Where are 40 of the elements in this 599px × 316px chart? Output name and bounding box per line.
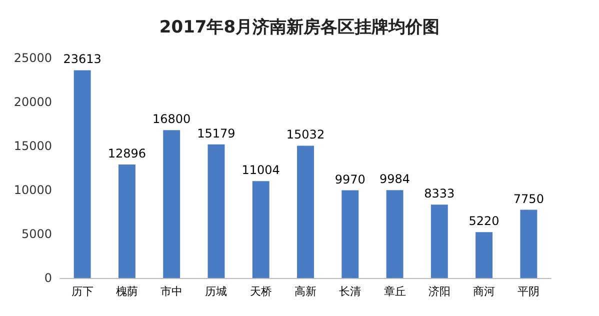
data-label: 9970	[334, 172, 366, 186]
bar	[74, 70, 91, 278]
x-tick-label: 长清	[339, 285, 362, 298]
data-label: 9984	[380, 172, 410, 186]
x-tick-label: 商河	[473, 285, 496, 298]
bar	[118, 164, 136, 278]
bar	[163, 130, 180, 278]
y-tick-label: 0	[44, 271, 52, 285]
bar	[208, 144, 225, 278]
y-tick-label: 10000	[14, 183, 52, 197]
bar	[297, 146, 314, 278]
chart-title: 2017年8月济南新房各区挂牌均价图	[159, 18, 440, 38]
y-tick-label: 20000	[14, 95, 52, 109]
data-label: 12896	[108, 146, 146, 161]
bar	[476, 232, 493, 278]
bar	[342, 190, 359, 278]
data-label: 15179	[197, 126, 236, 140]
y-tick-label: 15000	[14, 139, 52, 153]
bar	[386, 190, 404, 278]
data-label: 11004	[242, 163, 280, 178]
y-tick-label: 25000	[14, 51, 52, 65]
bar	[252, 181, 270, 278]
data-label: 7750	[513, 192, 544, 206]
data-label: 23613	[63, 52, 102, 66]
bar	[430, 204, 448, 278]
data-label: 5220	[468, 214, 500, 228]
x-tick-label: 历下	[71, 285, 94, 298]
y-tick-label: 5000	[21, 227, 52, 241]
x-tick-label: 历城	[205, 285, 228, 298]
x-tick-label: 平阴	[518, 285, 540, 298]
bar	[520, 210, 538, 278]
data-label: 16800	[152, 112, 191, 126]
x-tick-label: 市中	[160, 285, 183, 298]
data-label: 8333	[424, 186, 455, 201]
x-tick-label: 济阳	[428, 285, 450, 298]
x-tick-label: 高新	[294, 285, 316, 298]
x-tick-label: 章丘	[384, 285, 406, 298]
x-tick-label: 槐荫	[116, 285, 138, 298]
x-tick-label: 天桥	[250, 285, 272, 298]
data-label: 15032	[286, 128, 325, 142]
